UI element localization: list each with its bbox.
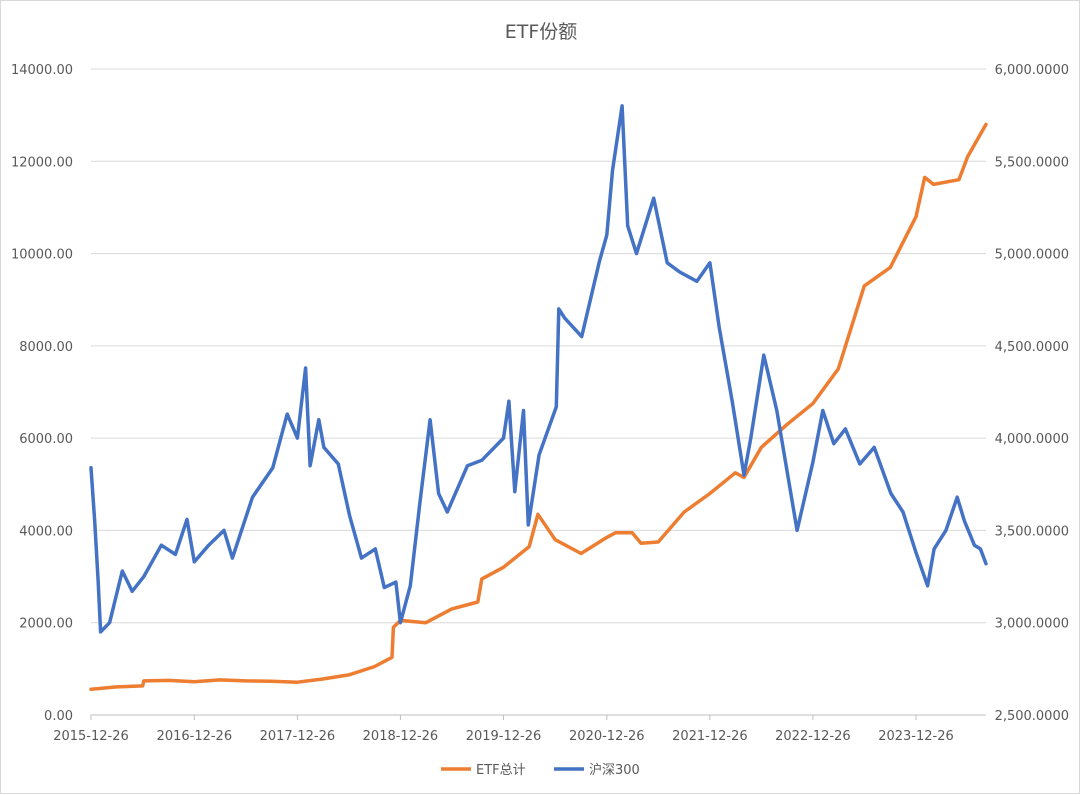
grid-layer	[91, 68, 986, 716]
legend-label: 沪深300	[589, 762, 640, 778]
chart-title: ETF份额	[505, 21, 578, 43]
y-right-tick-label: 5,000.0000	[995, 248, 1069, 263]
series-line-csi300	[89, 104, 988, 634]
series-line-etf-total	[89, 122, 988, 691]
legend-label: ETF总计	[476, 763, 526, 778]
y-right-tick-label: 5,500.0000	[995, 155, 1069, 170]
x-tick-label: 2017-12-26	[260, 729, 336, 744]
x-tick-label: 2023-12-26	[878, 729, 954, 744]
x-tick-label: 2022-12-26	[775, 729, 851, 744]
x-tick-label: 2021-12-26	[672, 729, 748, 744]
x-tick-label: 2015-12-26	[53, 729, 129, 744]
series-layer	[89, 104, 988, 691]
y-right-tick-label: 6,000.0000	[995, 63, 1069, 78]
axis-layer: 0.00 2,500.0000 2000.00 3,000.0000 4000.00 3,…	[11, 63, 1069, 744]
x-tick-label: 2020-12-26	[569, 729, 645, 744]
y-right-tick-label: 3,500.0000	[995, 524, 1069, 539]
x-tick-label: 2018-12-26	[363, 729, 439, 744]
y-right-tick-label: 4,000.0000	[995, 432, 1069, 447]
y-left-tick-label: 2000.00	[19, 617, 73, 632]
y-left-tick-label: 6000.00	[19, 432, 73, 447]
y-right-tick-label: 2,500.0000	[995, 709, 1069, 724]
y-left-tick-label: 12000.00	[11, 155, 73, 170]
x-tick-label: 2019-12-26	[466, 729, 542, 744]
y-left-tick-label: 0.00	[44, 709, 73, 724]
y-left-tick-label: 8000.00	[19, 340, 73, 355]
y-left-tick-label: 14000.00	[11, 63, 73, 78]
y-right-tick-label: 4,500.0000	[995, 340, 1069, 355]
y-left-tick-label: 10000.00	[11, 248, 73, 263]
y-right-tick-label: 3,000.0000	[995, 617, 1069, 632]
x-tick-label: 2016-12-26	[157, 729, 233, 744]
legend: ETF总计 沪深300	[441, 762, 640, 778]
y-left-tick-label: 4000.00	[19, 524, 73, 539]
